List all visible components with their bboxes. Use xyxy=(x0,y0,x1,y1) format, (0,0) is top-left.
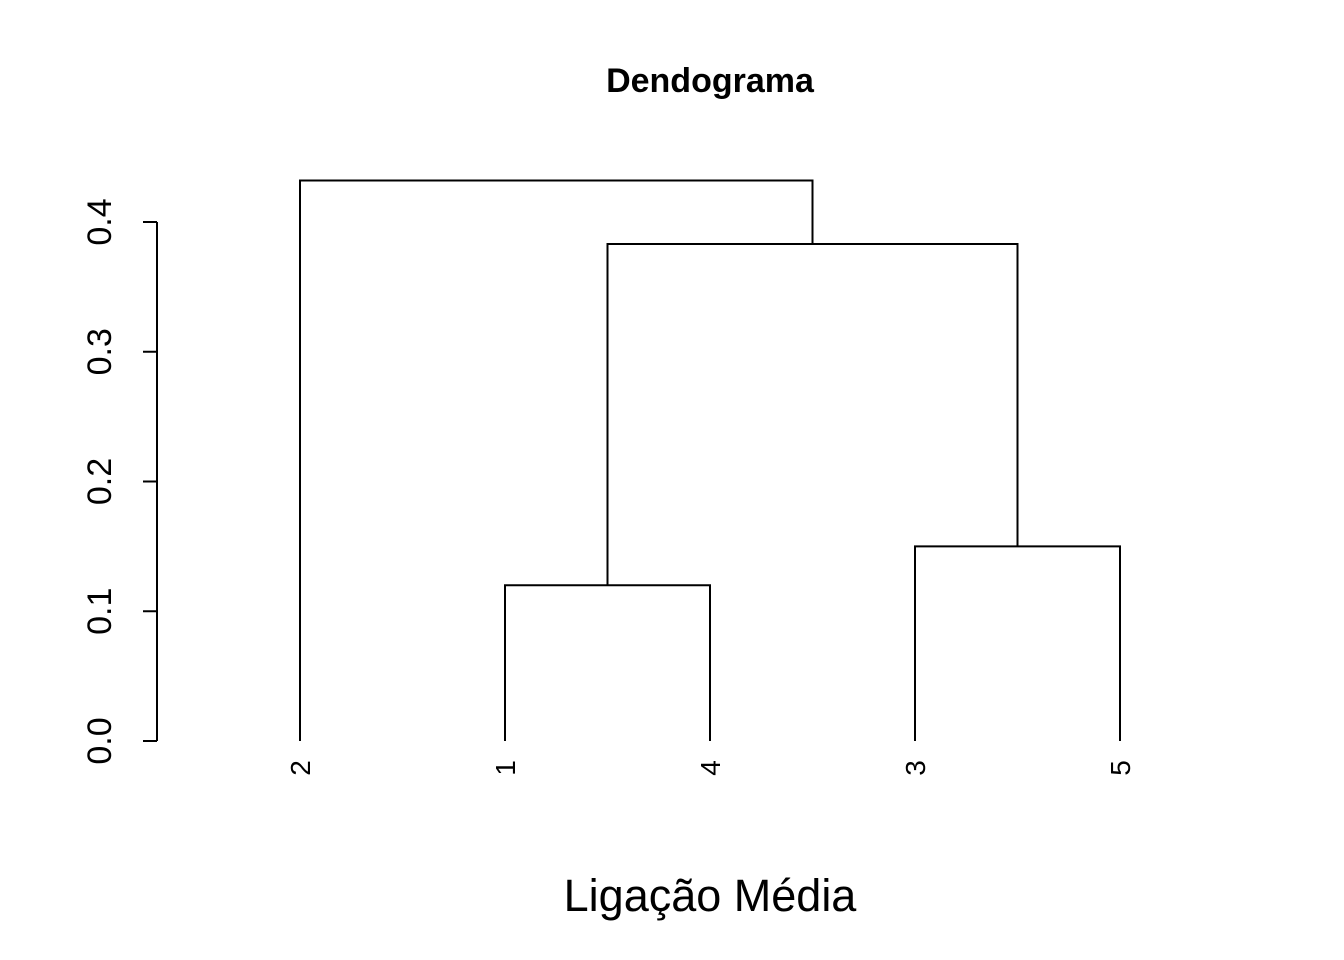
leaf-label: 2 xyxy=(285,760,316,776)
x-axis-label: Ligação Média xyxy=(564,870,858,921)
leaf-label: 3 xyxy=(900,760,931,776)
leaf-labels: 2 1 4 3 5 xyxy=(285,760,1136,776)
dendrogram-branches xyxy=(299,179,1121,741)
y-tick-label: 0.4 xyxy=(81,198,119,245)
dendrogram-branch xyxy=(504,584,711,741)
leaf-label: 4 xyxy=(695,760,726,776)
chart-title: Dendograma xyxy=(606,62,815,100)
leaf-label: 1 xyxy=(490,760,521,776)
dendrogram-branch xyxy=(299,179,814,741)
y-tick-label: 0.0 xyxy=(81,717,119,764)
leaf-label: 5 xyxy=(1105,760,1136,776)
y-axis: 0.0 0.1 0.2 0.3 0.4 xyxy=(81,198,158,765)
y-tick-label: 0.1 xyxy=(81,588,119,635)
dendrogram-branch xyxy=(914,545,1121,741)
y-tick-label: 0.2 xyxy=(81,458,119,505)
y-tick-label: 0.3 xyxy=(81,328,119,375)
dendrogram-branch xyxy=(606,243,1019,586)
